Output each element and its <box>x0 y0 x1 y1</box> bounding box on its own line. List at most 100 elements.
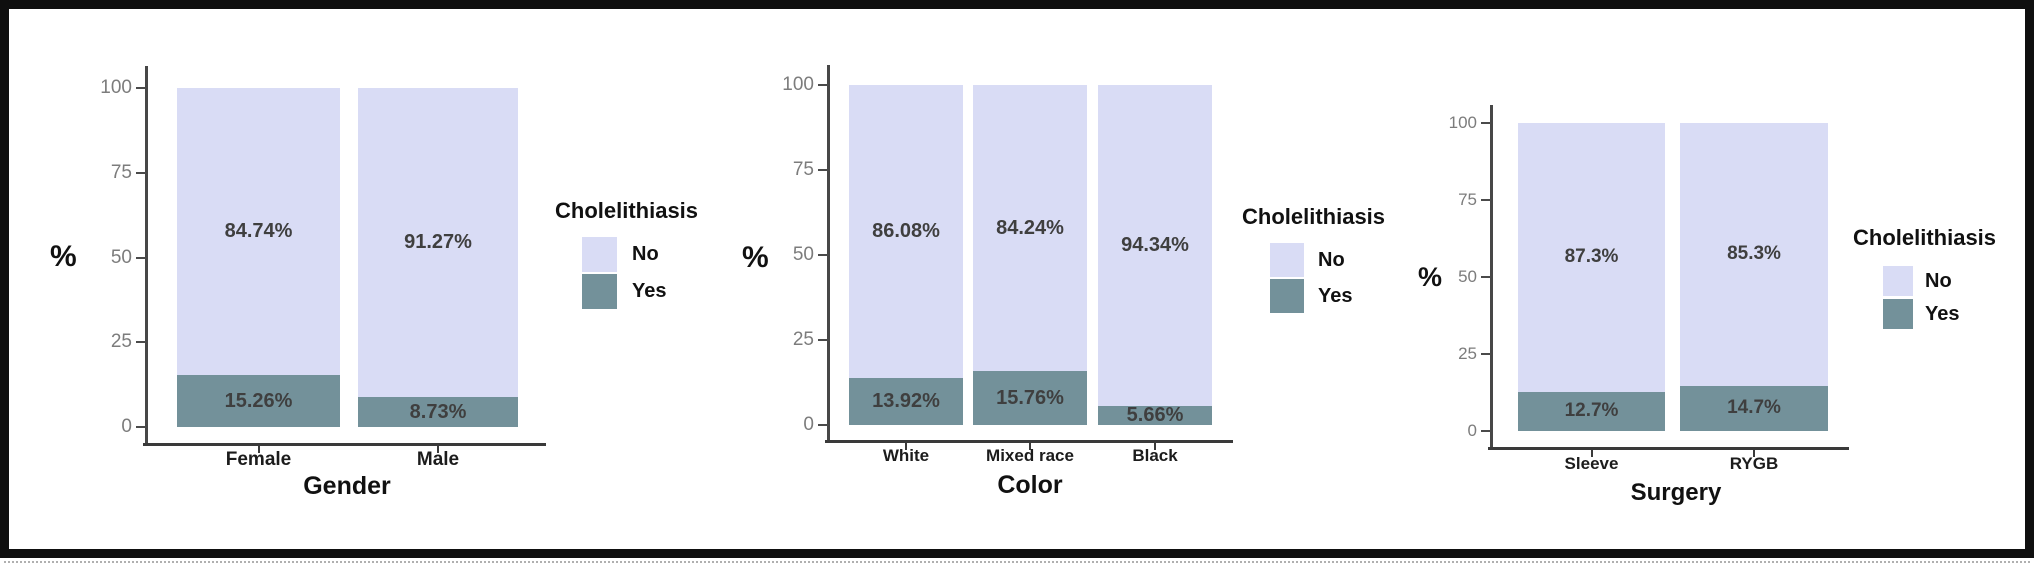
bar-surgery-sleeve: 87.3% 12.7% <box>1518 123 1665 431</box>
y-axis-label-color: % <box>742 241 769 274</box>
y-tick-label-surgery-50: 50 <box>1458 267 1477 286</box>
y-tick-label-surgery-100: 100 <box>1448 113 1477 132</box>
segment-no-surgery-0: 87.3% <box>1518 123 1665 392</box>
y-tick-mark-gender-25 <box>136 341 146 344</box>
y-tick-mark-color-0 <box>818 424 828 426</box>
y-tick-mark-surgery-50 <box>1481 276 1491 278</box>
segment-yes-color-2: 5.66% <box>1098 403 1212 426</box>
segment-no-gender-0: 84.74% <box>177 88 340 376</box>
legend-rows: No Yes <box>582 237 698 309</box>
x-tick-mark-surgery-0 <box>1590 450 1593 457</box>
legend-title-surgery: Cholelithiasis <box>1853 225 1997 250</box>
bar-color-white: 86.08% 13.92% <box>849 85 963 425</box>
segment-yes-gender-0: 15.26% <box>177 375 340 427</box>
x-axis-line-surgery <box>1488 447 1849 450</box>
y-axis-line-surgery <box>1490 105 1493 447</box>
category-label-gender-0: Female <box>225 449 292 470</box>
legend-rows: No Yes <box>1883 266 1996 329</box>
bar-color-mixed-race: 84.24% 15.76% <box>973 85 1087 425</box>
segment-label: 15.76% <box>996 386 1064 409</box>
segment-label: 85.3% <box>1727 243 1781 265</box>
segment-label: 13.92% <box>872 389 940 412</box>
y-axis-label-gender: % <box>50 240 77 273</box>
category-label-surgery-1: RYGB <box>1729 454 1779 473</box>
legend-label-no: No <box>632 243 659 265</box>
legend-entry-no: No <box>582 237 698 272</box>
axis-title-color: Color <box>997 471 1063 499</box>
y-tick-mark-gender-75 <box>136 171 146 174</box>
y-axis-line-color <box>827 65 830 440</box>
y-tick-label-surgery-75: 75 <box>1458 190 1477 209</box>
y-tick-mark-gender-100 <box>136 87 146 89</box>
segment-yes-color-0: 13.92% <box>849 377 963 425</box>
y-tick-mark-gender-0 <box>136 426 146 428</box>
x-tick-mark-color-0 <box>905 443 907 450</box>
y-tick-label-color-25: 25 <box>792 329 814 350</box>
segment-label: 87.3% <box>1564 246 1619 268</box>
y-tick-label-gender-75: 75 <box>110 161 132 183</box>
legend-swatch-no <box>1270 243 1304 277</box>
segment-no-color-1: 84.24% <box>973 85 1087 372</box>
y-tick-label-color-50: 50 <box>792 244 814 265</box>
y-tick-mark-color-50 <box>818 254 828 256</box>
x-tick-mark-color-2 <box>1154 443 1156 450</box>
segment-label: 8.73% <box>409 400 467 423</box>
segment-label: 14.7% <box>1727 397 1781 419</box>
x-tick-mark-gender-1 <box>437 446 439 453</box>
bar-color-black: 94.34% 5.66% <box>1098 85 1212 426</box>
axis-title-gender: Gender <box>303 472 391 500</box>
segment-label: 84.24% <box>996 216 1064 239</box>
category-label-surgery-0: Sleeve <box>1564 454 1619 473</box>
y-tick-mark-gender-50 <box>136 256 146 259</box>
segment-label: 5.66% <box>1126 403 1184 426</box>
x-axis-line-gender <box>143 443 546 446</box>
y-tick-label-gender-25: 25 <box>110 331 132 353</box>
legend-entry-yes: Yes <box>582 274 698 309</box>
legend-title-gender: Cholelithiasis <box>555 198 699 223</box>
y-tick-label-surgery-25: 25 <box>1458 344 1477 363</box>
legend-swatch-no <box>582 237 617 272</box>
y-tick-label-gender-50: 50 <box>110 246 132 268</box>
segment-no-gender-1: 91.27% <box>358 88 518 398</box>
y-tick-mark-surgery-100 <box>1481 122 1491 124</box>
segment-yes-color-1: 15.76% <box>973 371 1087 425</box>
y-tick-label-color-0: 0 <box>803 414 814 435</box>
x-tick-mark-color-1 <box>1029 443 1031 450</box>
segment-yes-surgery-1: 14.7% <box>1680 385 1828 431</box>
legend-rows: No Yes <box>1270 243 1385 313</box>
segment-no-surgery-1: 85.3% <box>1680 123 1828 386</box>
segment-no-color-2: 94.34% <box>1098 85 1212 406</box>
y-tick-label-surgery-0: 0 <box>1467 421 1477 440</box>
category-label-color-0: White <box>882 446 930 465</box>
y-axis-label-surgery: % <box>1418 262 1443 292</box>
y-tick-label-color-75: 75 <box>792 159 814 180</box>
legend-entry-no: No <box>1270 243 1385 277</box>
bar-gender-female: 84.74% 15.26% <box>177 88 340 427</box>
segment-yes-surgery-0: 12.7% <box>1518 391 1665 431</box>
legend-swatch-yes <box>582 274 617 309</box>
x-tick-mark-surgery-1 <box>1753 450 1755 457</box>
legend-color: Cholelithiasis No Yes <box>1242 204 1385 315</box>
y-tick-mark-surgery-75 <box>1481 199 1491 201</box>
legend-label-no: No <box>1318 248 1345 271</box>
legend-entry-yes: Yes <box>1270 279 1385 313</box>
selection-dots-artifact <box>4 561 2030 563</box>
segment-no-color-0: 86.08% <box>849 85 963 378</box>
y-axis-line-gender <box>145 66 148 443</box>
y-tick-mark-surgery-0 <box>1481 430 1491 432</box>
category-label-color-1: Mixed race <box>986 446 1074 465</box>
bar-gender-male: 91.27% 8.73% <box>358 88 518 427</box>
category-label-gender-1: Male <box>416 449 460 470</box>
y-tick-mark-color-25 <box>818 339 828 341</box>
legend-entry-yes: Yes <box>1883 299 1996 329</box>
legend-label-yes: Yes <box>1925 302 1960 325</box>
legend-swatch-yes <box>1270 279 1304 313</box>
segment-label: 94.34% <box>1121 233 1189 256</box>
legend-title-color: Cholelithiasis <box>1242 204 1386 229</box>
y-tick-mark-surgery-25 <box>1481 353 1491 355</box>
bar-surgery-rygb: 85.3% 14.7% <box>1680 123 1828 431</box>
legend-label-yes: Yes <box>1318 284 1353 307</box>
segment-yes-gender-1: 8.73% <box>358 397 518 427</box>
category-label-color-2: Black <box>1132 446 1178 465</box>
